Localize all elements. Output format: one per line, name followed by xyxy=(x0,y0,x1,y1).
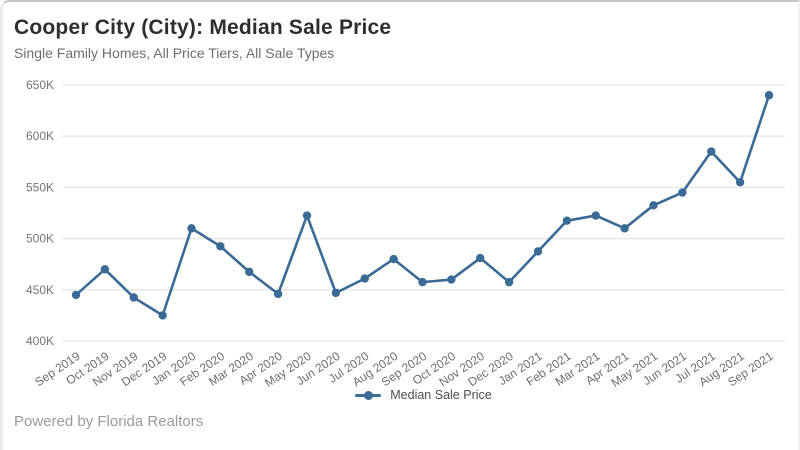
legend-label: Median Sale Price xyxy=(390,388,492,402)
data-point[interactable] xyxy=(620,224,629,233)
data-point[interactable] xyxy=(418,277,427,287)
y-tick-label: 550K xyxy=(26,180,54,194)
data-point[interactable] xyxy=(331,288,341,298)
y-axis-labels: 400K 450K 500K 550K 600K 650K xyxy=(26,78,54,348)
data-point[interactable] xyxy=(476,253,485,263)
data-point[interactable] xyxy=(216,242,225,251)
data-point[interactable] xyxy=(129,293,138,302)
data-point[interactable] xyxy=(764,91,774,100)
data-point[interactable] xyxy=(533,247,543,256)
y-tick-label: 500K xyxy=(26,232,54,246)
data-point[interactable] xyxy=(562,216,572,225)
data-point[interactable] xyxy=(273,289,283,299)
chart-subtitle: Single Family Homes, All Price Tiers, Al… xyxy=(14,45,335,61)
data-point[interactable] xyxy=(504,277,514,287)
data-point[interactable] xyxy=(302,211,312,220)
y-tick-label: 400K xyxy=(26,334,54,348)
legend-item-median-sale-price[interactable]: Median Sale Price xyxy=(355,388,492,402)
data-point[interactable] xyxy=(158,311,167,320)
data-points xyxy=(71,91,774,320)
data-point[interactable] xyxy=(649,201,658,210)
y-tick-label: 650K xyxy=(26,78,54,92)
data-point[interactable] xyxy=(100,265,110,274)
data-point[interactable] xyxy=(591,211,600,220)
y-tick-label: 600K xyxy=(26,129,54,143)
data-point[interactable] xyxy=(360,274,369,283)
legend: Median Sale Price xyxy=(62,386,785,404)
gridlines xyxy=(62,84,785,342)
line-dot-marker-icon xyxy=(355,390,382,400)
chart-title: Cooper City (City): Median Sale Price xyxy=(14,16,392,39)
y-tick-label: 450K xyxy=(26,283,54,297)
data-point[interactable] xyxy=(187,224,196,233)
data-point[interactable] xyxy=(389,254,398,264)
data-point[interactable] xyxy=(678,188,687,197)
data-point[interactable] xyxy=(71,290,81,300)
data-point[interactable] xyxy=(447,275,456,284)
data-point[interactable] xyxy=(245,267,254,277)
data-point[interactable] xyxy=(707,147,716,156)
data-point[interactable] xyxy=(735,178,745,187)
attribution-text: Powered by Florida Realtors xyxy=(14,413,204,430)
